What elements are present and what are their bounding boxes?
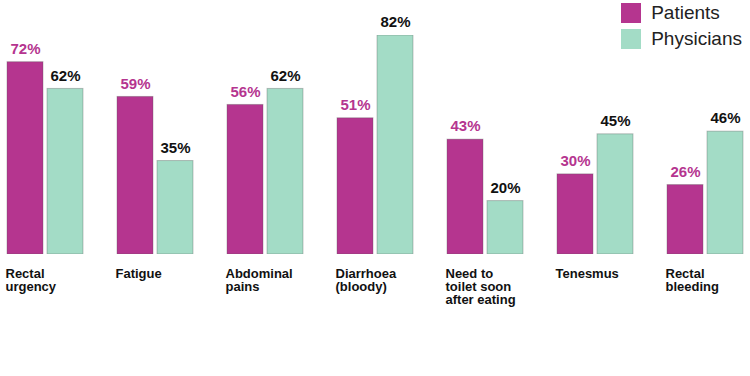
- svg-text:72%: 72%: [10, 40, 40, 57]
- svg-text:62%: 62%: [50, 67, 80, 84]
- svg-text:35%: 35%: [160, 139, 190, 156]
- html-text:Patients: Patients: [651, 2, 720, 23]
- svg-text:45%: 45%: [600, 112, 630, 129]
- svg-text:62%: 62%: [270, 67, 300, 84]
- html-text:Physicians: Physicians: [651, 28, 742, 49]
- svg-text:Rectalurgency: Rectalurgency: [6, 266, 57, 294]
- svg-text:20%: 20%: [490, 179, 520, 196]
- svg-text:46%: 46%: [710, 109, 740, 126]
- svg-text:Need totoilet soonafter eating: Need totoilet soonafter eating: [446, 266, 516, 307]
- svg-text:Rectalbleeding: Rectalbleeding: [666, 266, 720, 294]
- svg-text:51%: 51%: [340, 96, 370, 113]
- svg-text:30%: 30%: [560, 152, 590, 169]
- svg-text:82%: 82%: [380, 13, 410, 30]
- svg-text:26%: 26%: [670, 163, 700, 180]
- svg-text:Diarrhoea(bloody): Diarrhoea(bloody): [336, 266, 397, 294]
- svg-text:56%: 56%: [230, 83, 260, 100]
- svg-text:Tenesmus: Tenesmus: [556, 266, 619, 281]
- svg-text:Abdominalpains: Abdominalpains: [226, 266, 293, 294]
- svg-text:Fatigue: Fatigue: [116, 266, 162, 281]
- svg-text:43%: 43%: [450, 117, 480, 134]
- svg-text:59%: 59%: [120, 75, 150, 92]
